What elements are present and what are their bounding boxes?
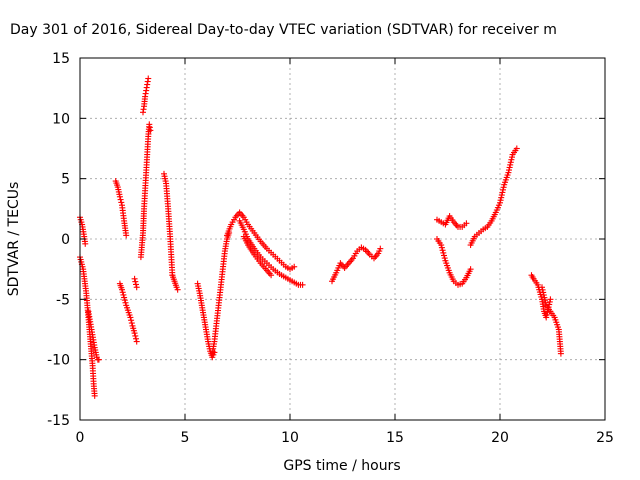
y-tick-label: 0 (61, 232, 70, 248)
data-point (268, 272, 275, 279)
data-point (540, 289, 547, 296)
data-point (127, 314, 134, 321)
data-point (116, 193, 123, 200)
data-point (500, 184, 507, 191)
data-point (120, 291, 127, 298)
data-point (132, 278, 139, 285)
data-point (541, 294, 548, 301)
data-point (506, 164, 513, 171)
data-point (95, 356, 102, 363)
x-tick-label: 10 (281, 430, 299, 446)
data-point (440, 249, 447, 256)
data-point (498, 192, 505, 199)
data-point (82, 240, 89, 247)
data-point (128, 317, 135, 324)
x-tick-label: 15 (386, 430, 404, 446)
data-point (539, 286, 546, 293)
data-point (557, 350, 564, 357)
data-point (507, 161, 514, 168)
y-tick-label: 5 (61, 172, 70, 188)
axis-ticks: 0 5 10 15 20 25 -15 -10 -5 0 5 10 15 (47, 51, 614, 446)
data-point (438, 242, 445, 249)
y-axis-label: SDTVAR / TECUs (6, 182, 22, 297)
data-point (122, 299, 129, 306)
data-points (77, 75, 564, 399)
data-point (377, 245, 384, 252)
data-point (439, 247, 446, 254)
data-point (133, 284, 140, 291)
x-axis-label: GPS time / hours (283, 458, 400, 474)
x-tick-label: 0 (76, 430, 85, 446)
data-point (543, 311, 550, 318)
data-point (128, 320, 135, 327)
data-point (131, 330, 138, 337)
data-point (299, 281, 306, 288)
data-point (498, 194, 505, 201)
data-point (131, 275, 138, 282)
data-point (441, 255, 448, 262)
data-point (543, 314, 550, 321)
data-point (119, 289, 126, 296)
data-point (118, 199, 125, 206)
data-point (463, 220, 470, 227)
data-point (513, 145, 520, 152)
data-point (132, 332, 139, 339)
x-tick-label: 5 (181, 430, 190, 446)
chart-title: Day 301 of 2016, Sidereal Day-to-day VTE… (10, 22, 557, 38)
data-point (505, 169, 512, 176)
y-tick-label: 10 (52, 111, 70, 127)
data-point (133, 338, 140, 345)
x-tick-label: 20 (491, 430, 509, 446)
data-point (91, 392, 98, 399)
data-point (539, 284, 545, 291)
data-point (542, 297, 548, 304)
data-point (540, 292, 547, 299)
data-point (547, 296, 554, 303)
data-point (497, 199, 503, 206)
data-point (500, 186, 506, 193)
y-tick-label: -10 (47, 353, 70, 369)
data-point (117, 196, 124, 203)
grid (80, 58, 605, 420)
data-point (507, 159, 514, 166)
data-point (174, 286, 181, 293)
data-point (147, 127, 154, 134)
data-point (546, 298, 553, 305)
data-point (133, 335, 139, 342)
data-point (133, 281, 139, 288)
data-point (441, 252, 447, 259)
data-point (145, 75, 152, 82)
x-tick-label: 25 (596, 430, 614, 446)
data-point (509, 154, 515, 161)
data-point (121, 297, 128, 304)
data-point (121, 294, 128, 301)
data-point (467, 266, 474, 273)
data-point (291, 263, 298, 270)
y-tick-label: -15 (47, 413, 70, 429)
data-point (119, 286, 125, 293)
data-point (542, 299, 549, 306)
y-tick-label: -5 (56, 292, 70, 308)
y-tick-label: 15 (52, 51, 70, 67)
data-point (499, 189, 506, 196)
data-point (497, 197, 504, 204)
data-point (438, 244, 445, 251)
data-point (506, 167, 512, 174)
data-point (508, 156, 515, 163)
data-point (123, 232, 130, 239)
